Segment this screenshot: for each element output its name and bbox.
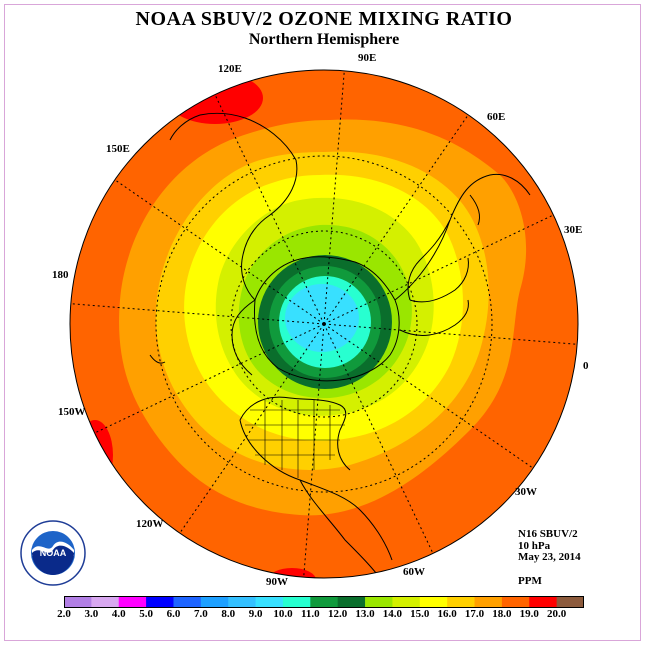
color-swatch [282,596,311,608]
lon-label-30e: 30E [564,224,583,236]
lon-label-60e: 60E [487,111,506,123]
colorbar-tick-label: 9.0 [248,608,263,620]
lon-label-180: 180 [52,269,69,281]
page-title: NOAA SBUV/2 OZONE MIXING RATIO [135,8,513,30]
lon-label-120w: 120W [136,518,164,530]
color-swatch [146,596,174,608]
coastlines [149,112,531,578]
lon-label-120e: 120E [218,63,242,75]
color-swatch [392,596,421,608]
color-swatch [173,596,202,608]
core-9 [285,284,359,352]
lon-label-90w: 90W [266,576,288,588]
meridian-line [323,323,578,345]
color-swatch [310,596,339,608]
level-label: 10 hPa [518,540,551,552]
meridian-line [303,323,325,578]
lon-label-90e: 90E [358,52,377,64]
color-scale-bar [64,596,584,608]
colorbar-tick-label: 18.0 [492,608,512,620]
color-swatch [118,596,147,608]
map-boundary [69,69,579,579]
figure-frame [4,4,641,641]
lon-label-30w: 30W [515,486,537,498]
colorbar-tick-label: 13.0 [355,608,375,620]
band-max-north [167,72,263,124]
meridian-line [323,70,345,325]
color-swatch [501,596,530,608]
colorbar-tick-label: 17.0 [464,608,485,620]
color-swatch [529,596,558,608]
meridian-line [114,179,325,325]
meridian-line [70,303,325,325]
meridian-line [94,323,325,434]
lon-label-60w: 60W [403,566,425,578]
colorbar-tick-label: 7.0 [193,608,208,620]
graticule [70,70,578,578]
colorbar-tick-label: 16.0 [437,608,457,620]
lon-label-150w: 150W [58,406,86,418]
meridian-line [323,323,534,469]
color-swatch [200,596,229,608]
colorbar-tick-label: 4.0 [111,608,126,620]
colorbar-tick-label: 5.0 [139,608,153,620]
color-swatch [255,596,284,608]
color-swatch [447,596,476,608]
colorbar-tick-label: 2.0 [57,608,71,620]
logo-text: NOAA [40,548,67,558]
units-label: PPM [518,575,542,587]
meridian-line [214,94,325,325]
page-subtitle: Northern Hemisphere [248,31,400,48]
color-swatch [556,596,584,608]
colorbar-tick-label: 15.0 [410,608,430,620]
colorbar-tick-label: 6.0 [166,608,181,620]
color-swatch [64,596,92,608]
noaa-logo: NOAA [20,520,86,586]
meridian-line [179,323,325,534]
colorbar-tick-label: 11.0 [300,608,320,620]
date-label: May 23, 2014 [518,551,581,563]
colorbar-tick-label: 19.0 [519,608,539,620]
meridian-line [323,114,469,325]
lon-label-150e: 150E [106,143,130,155]
color-swatch [91,596,120,608]
instrument-label: N16 SBUV/2 [518,528,578,540]
colorbar-tick-label: 3.0 [84,608,99,620]
meridian-line [323,214,554,325]
color-swatch [419,596,448,608]
color-swatch [365,596,393,608]
colorbar-tick-label: 8.0 [221,608,236,620]
us-state-borders [245,400,345,478]
color-swatch [228,596,257,608]
colorbar-tick-label: 20.0 [547,608,567,620]
meridian-line [323,323,434,554]
colorbar-tick-label: 10.0 [273,608,293,620]
color-swatch [337,596,366,608]
colorbar-tick-label: 12.0 [328,608,348,620]
band-max-southwest [77,420,113,490]
lon-label-0: 0 [583,360,589,372]
color-swatch [474,596,503,608]
colorbar-tick-label: 14.0 [382,608,403,620]
